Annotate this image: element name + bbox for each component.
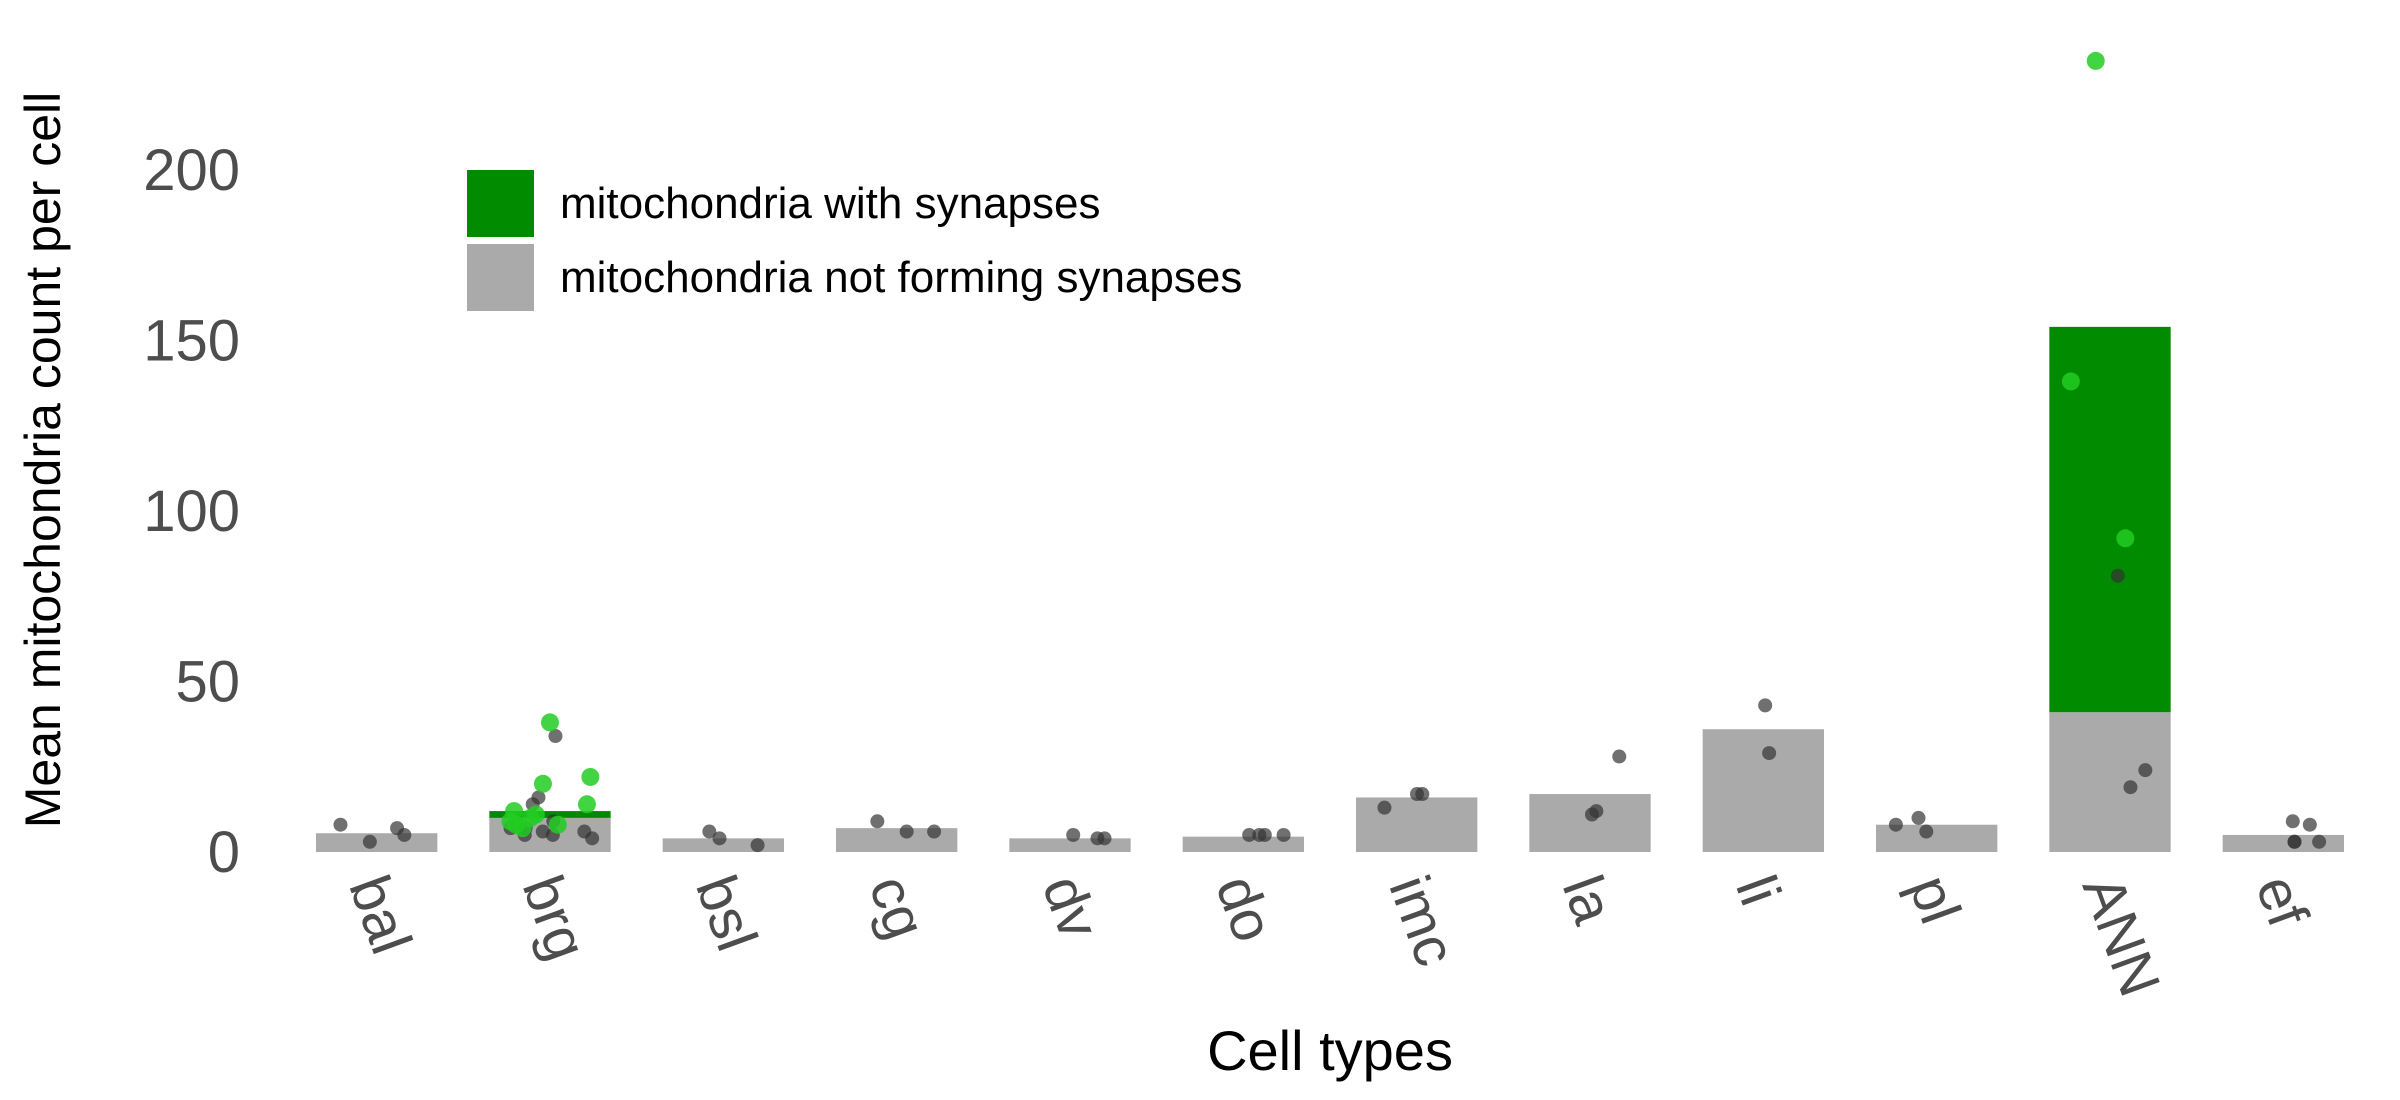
point-not-synapses-la bbox=[1589, 804, 1604, 819]
point-not-synapses-pl bbox=[1911, 810, 1926, 825]
x-tick-label-li: li bbox=[1723, 867, 1793, 913]
point-not-synapses-bsl bbox=[712, 831, 727, 846]
x-tick-label-brg: brg bbox=[510, 867, 600, 968]
point-not-synapses-bal bbox=[333, 817, 348, 832]
point-synapses-ANN bbox=[2116, 529, 2135, 548]
point-not-synapses-pl bbox=[1919, 824, 1934, 839]
x-tick-label-ef: ef bbox=[2243, 867, 2321, 936]
point-not-synapses-ef bbox=[2312, 834, 2327, 849]
x-tick-label-ANN: ANN bbox=[2070, 867, 2173, 1004]
point-not-synapses-li bbox=[1758, 698, 1773, 713]
y-tick-label: 100 bbox=[143, 479, 240, 544]
point-synapses-ANN bbox=[2061, 372, 2080, 391]
points-layer bbox=[333, 51, 2327, 853]
y-axis-ticks: 0 50 100 150 200 bbox=[143, 138, 240, 885]
point-not-synapses-cg bbox=[927, 824, 942, 839]
bar-not-synapses-ANN bbox=[2049, 712, 2171, 852]
y-tick-label: 150 bbox=[143, 309, 240, 374]
point-synapses-brg bbox=[581, 767, 600, 786]
bar-not-synapses-do bbox=[1182, 836, 1304, 852]
x-tick-label-pl: pl bbox=[1896, 867, 1973, 932]
bar-not-synapses-imc bbox=[1356, 797, 1478, 852]
point-synapses-brg bbox=[506, 815, 525, 834]
x-tick-label-cg: cg bbox=[856, 867, 938, 947]
point-not-synapses-bal bbox=[362, 834, 377, 849]
point-not-synapses-cg bbox=[870, 814, 885, 829]
point-synapses-brg bbox=[548, 815, 567, 834]
point-not-synapses-bsl bbox=[702, 824, 717, 839]
bars-layer bbox=[316, 326, 2344, 852]
point-not-synapses-dv bbox=[1097, 831, 1112, 846]
point-not-synapses-ANN bbox=[2110, 568, 2125, 583]
point-not-synapses-imc bbox=[1415, 787, 1430, 802]
point-synapses-ANN bbox=[2086, 51, 2105, 70]
point-not-synapses-dv bbox=[1066, 827, 1081, 842]
point-not-synapses-bsl bbox=[750, 838, 765, 853]
legend-swatch-not-synapses bbox=[467, 244, 534, 311]
point-not-synapses-brg bbox=[548, 729, 563, 744]
point-not-synapses-brg bbox=[585, 831, 600, 846]
y-axis-title: Mean mitochondria count per cell bbox=[15, 92, 71, 829]
point-synapses-brg bbox=[533, 774, 552, 793]
point-not-synapses-pl bbox=[1888, 817, 1903, 832]
point-not-synapses-do bbox=[1242, 827, 1257, 842]
point-synapses-brg bbox=[540, 713, 559, 732]
x-tick-label-bsl: bsl bbox=[683, 867, 769, 959]
point-not-synapses-ef bbox=[2302, 817, 2317, 832]
point-not-synapses-cg bbox=[899, 824, 914, 839]
bar-not-synapses-cg bbox=[836, 828, 958, 852]
point-not-synapses-li bbox=[1762, 746, 1777, 761]
point-not-synapses-la bbox=[1612, 749, 1627, 764]
point-not-synapses-ef bbox=[2285, 814, 2300, 829]
y-tick-label: 200 bbox=[143, 138, 240, 203]
x-axis-ticks: bal brg bsl cg dv do imc la li pl ANN ef bbox=[336, 867, 2321, 1004]
x-tick-label-dv: dv bbox=[1030, 867, 1112, 947]
point-not-synapses-ef bbox=[2287, 834, 2302, 849]
point-not-synapses-do bbox=[1276, 827, 1291, 842]
x-tick-label-do: do bbox=[1203, 867, 1286, 950]
bar-synapses-ANN bbox=[2049, 326, 2171, 713]
bar-not-synapses-la bbox=[1529, 794, 1651, 852]
point-not-synapses-ANN bbox=[2138, 763, 2153, 778]
point-not-synapses-do bbox=[1252, 827, 1267, 842]
legend-swatch-synapses bbox=[467, 170, 534, 237]
point-synapses-brg bbox=[521, 808, 540, 827]
legend-label-synapses: mitochondria with synapses bbox=[560, 179, 1100, 228]
legend-label-not-synapses: mitochondria not forming synapses bbox=[560, 253, 1242, 302]
x-tick-label-imc: imc bbox=[1376, 867, 1468, 974]
y-tick-label: 0 bbox=[208, 820, 240, 885]
point-not-synapses-bal bbox=[397, 827, 412, 842]
legend: mitochondria with synapses mitochondria … bbox=[467, 170, 1242, 311]
point-not-synapses-imc bbox=[1377, 800, 1392, 815]
point-not-synapses-ANN bbox=[2123, 780, 2138, 795]
point-synapses-brg bbox=[577, 795, 596, 814]
bar-synapses-brg bbox=[489, 811, 611, 818]
y-tick-label: 50 bbox=[175, 650, 240, 715]
x-axis-title: Cell types bbox=[1207, 1019, 1453, 1082]
x-tick-label-bal: bal bbox=[336, 867, 424, 962]
x-tick-label-la: la bbox=[1550, 867, 1627, 932]
bar-not-synapses-li bbox=[1702, 729, 1824, 852]
